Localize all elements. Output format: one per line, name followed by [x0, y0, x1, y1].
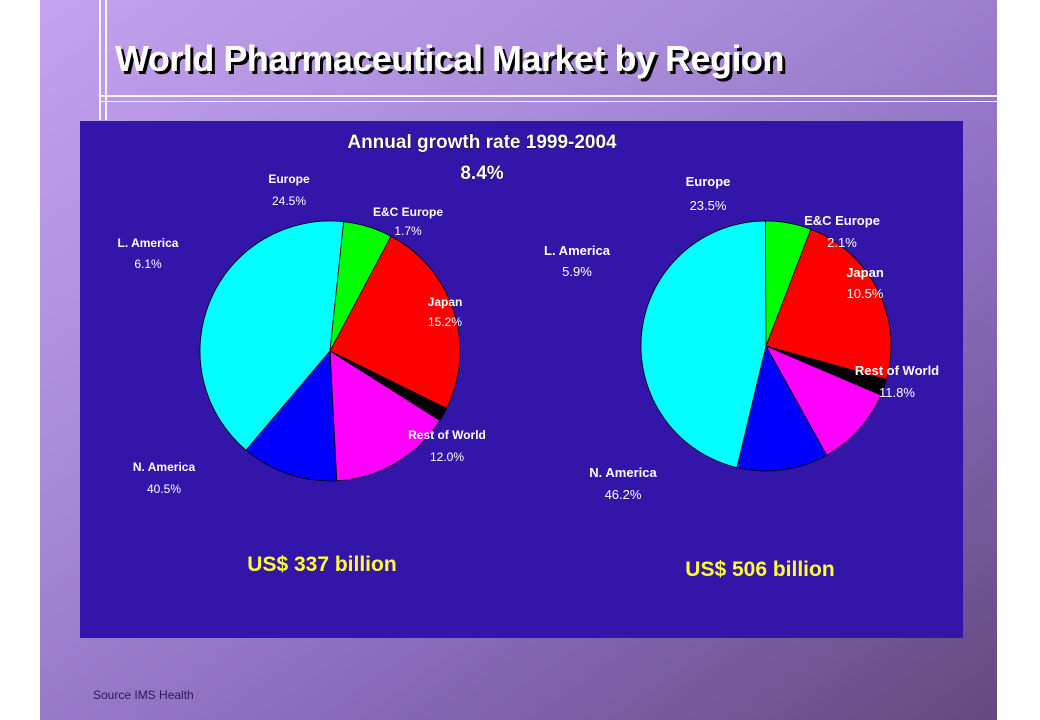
pie2-slice-europe: [765, 228, 892, 381]
pie1-slice-rest-of-world: [245, 349, 338, 482]
chart-panel: Annual growth rate 1999-2004 8.4% Europe…: [80, 121, 963, 638]
pie1-total-label: US$ 337 billion: [247, 553, 396, 576]
pie1-label-l-america: L. America: [118, 236, 179, 250]
pie2-slice-japan: [765, 345, 882, 456]
pie1-slice-japan: [329, 350, 441, 482]
pie1-label-n-america: N. America: [133, 460, 196, 474]
pie1-value-e-c-europe: 1.7%: [394, 224, 422, 238]
pie1-label-japan: Japan: [428, 295, 463, 309]
pie-charts: Annual growth rate 1999-2004 8.4% Europe…: [118, 132, 940, 581]
decor-horizontal-line: [99, 95, 997, 97]
pie-group: Europe 24.5% E&C Europe 1.7% Japan 15.2% Rest …: [118, 172, 940, 581]
pie2-label-rest-of-world: Rest of World: [855, 363, 939, 378]
pie1-value-n-america: 40.5%: [147, 482, 181, 496]
pie1-label-e-c-europe: E&C Europe: [373, 205, 443, 219]
pie2-slice-n-america: [640, 220, 767, 469]
pie2-value-l-america: 5.9%: [562, 264, 592, 279]
pie1-label-europe: Europe: [268, 172, 310, 186]
pie2-value-japan: 10.5%: [847, 286, 884, 301]
pie2-value-europe: 23.5%: [690, 198, 727, 213]
pie2-value-e-c-europe: 2.1%: [827, 235, 857, 250]
decor-horizontal-line: [99, 101, 997, 102]
pie1-value-l-america: 6.1%: [134, 257, 162, 271]
source-note: Source IMS Health: [93, 688, 194, 702]
pie2-label-n-america: N. America: [589, 465, 657, 480]
pie1-value-japan: 15.2%: [428, 315, 462, 329]
pie2-slice-rest-of-world: [736, 344, 828, 472]
growth-heading: Annual growth rate 1999-2004: [347, 132, 617, 153]
pie2-label-l-america: L. America: [544, 243, 611, 258]
pie1-slice-n-america: [199, 220, 345, 451]
decor-vertical-line: [105, 0, 107, 120]
pie1-value-rest-of-world: 12.0%: [430, 450, 464, 464]
slide-title: World Pharmaceutical Market by Region: [115, 38, 785, 79]
decor-vertical-line: [99, 0, 101, 120]
pie1-slice-l-america: [329, 221, 392, 352]
pie1-value-europe: 24.5%: [272, 194, 306, 208]
pie1-label-rest-of-world: Rest of World: [408, 428, 486, 442]
pie2-label-japan: Japan: [846, 265, 884, 280]
pie2-value-n-america: 46.2%: [605, 487, 642, 502]
pie2-label-europe: Europe: [686, 174, 731, 189]
pie2-total-label: US$ 506 billion: [685, 558, 834, 581]
pie2-value-rest-of-world: 11.8%: [879, 385, 915, 400]
pie2-slice-l-america: [765, 220, 812, 347]
pie2-label-e-c-europe: E&C Europe: [804, 213, 880, 228]
slide: World Pharmaceutical Market by Region An…: [40, 0, 997, 720]
growth-value: 8.4%: [460, 163, 503, 184]
pie1-slice-europe: [329, 235, 461, 409]
